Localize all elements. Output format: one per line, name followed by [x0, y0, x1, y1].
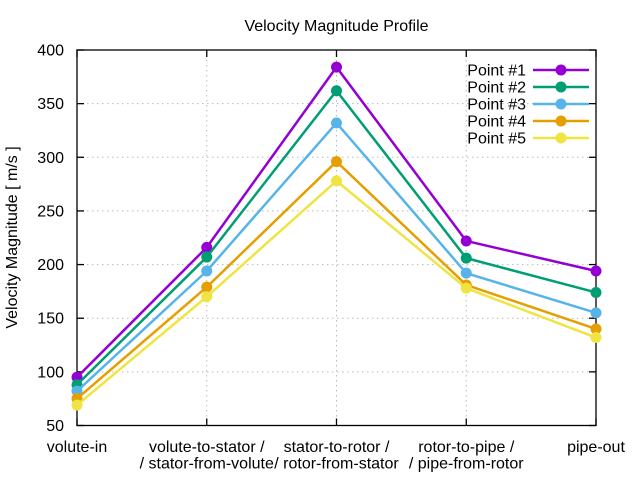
data-point-series-2: [590, 286, 602, 298]
data-point-series-3: [590, 307, 602, 319]
data-point-series-2: [460, 252, 472, 264]
data-point-series-5: [590, 332, 602, 344]
legend-label: Point #1: [467, 63, 526, 80]
chart-title: Velocity Magnitude Profile: [244, 18, 428, 35]
y-tick-label: 50: [46, 418, 64, 435]
data-point-series-5: [71, 399, 83, 411]
data-point-series-1: [201, 241, 213, 253]
legend-label: Point #3: [467, 97, 526, 114]
x-tick-label: volute-to-stator /: [149, 439, 265, 456]
data-point-series-4: [201, 281, 213, 293]
data-point-series-4: [590, 323, 602, 335]
data-point-series-5: [331, 175, 342, 187]
legend-point-sample: [555, 115, 567, 127]
x-tick-label: / pipe-from-rotor: [409, 456, 524, 473]
legend-point-sample: [555, 132, 567, 144]
y-tick-label: 150: [37, 311, 64, 328]
y-tick-label: 300: [37, 150, 64, 167]
data-point-series-5: [201, 291, 213, 303]
y-tick-label: 250: [37, 203, 64, 220]
x-tick-label: / stator-from-volute: [140, 456, 274, 473]
y-tick-label: 100: [37, 364, 64, 381]
legend-point-sample: [555, 81, 567, 93]
data-point-series-4: [331, 156, 342, 168]
data-point-series-1: [460, 235, 472, 247]
grid-layer: [77, 50, 596, 426]
legend-label: Point #5: [467, 131, 526, 148]
y-tick-label: 200: [37, 257, 64, 274]
data-point-series-3: [460, 267, 472, 279]
y-tick-label: 350: [37, 96, 64, 113]
data-point-series-2: [201, 251, 213, 263]
data-point-series-3: [331, 117, 342, 129]
x-tick-label: stator-to-rotor /: [284, 439, 390, 456]
y-axis-label: Velocity Magnitude [ m/s ]: [4, 146, 21, 328]
axis-layer: [76, 49, 597, 427]
x-tick-label: pipe-out: [567, 439, 625, 456]
x-tick-label: rotor-to-pipe /: [418, 439, 515, 456]
x-tick-label: volute-in: [47, 439, 107, 456]
data-point-series-2: [331, 85, 342, 97]
legend-point-sample: [555, 64, 567, 76]
legend-label: Point #2: [467, 80, 526, 97]
data-point-series-1: [590, 265, 602, 277]
legend-point-sample: [555, 98, 567, 110]
y-tick-labels: 50 100 150 200 250 300 350 400: [37, 43, 64, 436]
data-point-series-3: [201, 265, 213, 277]
legend-label: Point #4: [467, 114, 526, 131]
series-layer: [71, 61, 602, 411]
x-tick-labels: volute-in volute-to-stator // stator-from…: [47, 439, 626, 473]
y-tick-label: 400: [37, 43, 64, 60]
data-point-series-1: [331, 61, 342, 73]
data-point-series-5: [460, 282, 472, 294]
x-tick-label: / rotor-from-stator: [274, 456, 399, 473]
